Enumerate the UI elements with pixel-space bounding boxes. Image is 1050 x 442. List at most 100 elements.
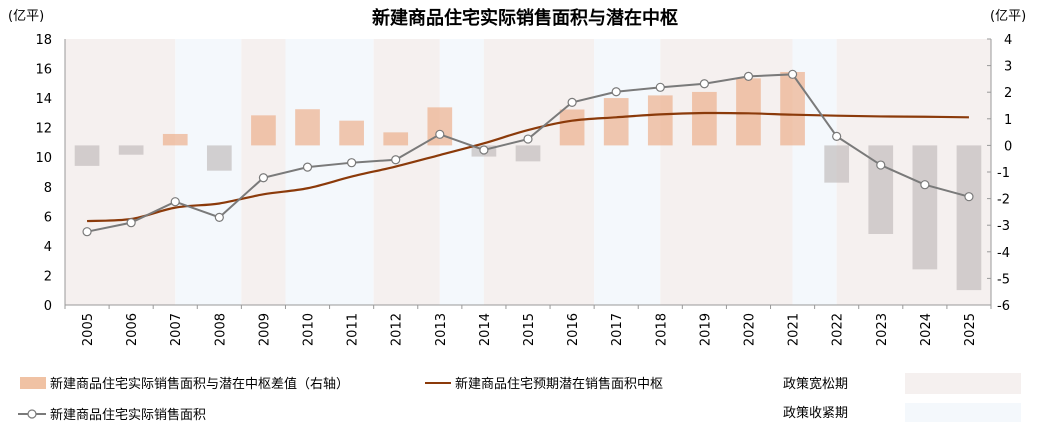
x-tick-label: 2023 xyxy=(875,313,890,346)
center-line xyxy=(86,111,969,223)
actual-point-2016 xyxy=(567,97,577,107)
right-tick-label: 2 xyxy=(1004,86,1012,101)
legend: 新建商品住宅实际销售面积与潜在中枢差值（右轴） 新建商品住宅预期潜在销售面积中枢… xyxy=(18,373,1021,423)
actual-point-2012 xyxy=(391,155,401,165)
right-axis-label: (亿平) xyxy=(990,9,1026,24)
right-tick-label: 0 xyxy=(1004,139,1012,154)
right-tick-label: 3 xyxy=(1004,60,1012,75)
left-tick-label: 18 xyxy=(35,33,52,48)
x-tick-label: 2014 xyxy=(478,313,493,346)
right-tick-label: 4 xyxy=(1004,33,1012,48)
left-tick-label: 12 xyxy=(35,122,52,137)
legend-label-bar: 新建商品住宅实际销售面积与潜在中枢差值（右轴） xyxy=(50,376,349,392)
actual-point-2008 xyxy=(214,212,224,222)
x-tick-label: 2006 xyxy=(125,313,140,346)
x-tick-label: 2012 xyxy=(390,313,405,346)
actual-point-2015 xyxy=(523,134,533,144)
actual-point-2021 xyxy=(787,69,798,79)
policy-period-tight xyxy=(439,39,484,305)
x-tick-label: 2018 xyxy=(654,313,669,346)
bar-2025 xyxy=(956,145,982,291)
right-tick-label: -5 xyxy=(997,272,1010,287)
left-tick-label: 6 xyxy=(44,210,52,225)
actual-point-2017 xyxy=(611,87,621,97)
x-tick-label: 2016 xyxy=(566,313,581,346)
left-tick-label: 2 xyxy=(44,269,52,284)
bar-2015 xyxy=(515,145,541,162)
left-tick-label: 16 xyxy=(35,63,52,78)
bar-2022 xyxy=(824,145,850,183)
x-tick-label: 2013 xyxy=(434,313,449,346)
bar-2017 xyxy=(603,98,629,146)
bar-2018 xyxy=(647,95,673,146)
actual-point-2009 xyxy=(258,173,269,183)
bar-2020 xyxy=(736,78,761,146)
lines xyxy=(82,69,974,237)
legend-swatch-tight xyxy=(905,403,1021,422)
right-tick-label: -6 xyxy=(997,299,1010,314)
actual-point-2011 xyxy=(347,158,357,168)
policy-period-loose xyxy=(65,39,176,305)
policy-period-tight xyxy=(175,39,242,305)
bar-2024 xyxy=(912,145,938,270)
bar-2019 xyxy=(692,91,717,146)
legend-swatch-loose xyxy=(905,373,1021,394)
legend-marker-actual xyxy=(27,409,37,419)
bar-2005 xyxy=(74,145,100,166)
left-tick-label: 14 xyxy=(35,92,52,107)
actual-point-2025 xyxy=(964,192,974,202)
legend-label-actual: 新建商品住宅实际销售面积 xyxy=(50,407,206,423)
policy-period-loose xyxy=(241,39,286,305)
bar-2010 xyxy=(295,109,320,146)
x-tick-label: 2021 xyxy=(787,313,802,346)
left-axis-label: (亿平) xyxy=(8,9,44,24)
left-tick-label: 10 xyxy=(35,151,52,166)
policy-period-tight xyxy=(285,39,374,305)
right-tick-label: -4 xyxy=(997,246,1010,261)
actual-point-2022 xyxy=(832,131,842,141)
right-tick-label: -3 xyxy=(997,219,1010,234)
legend-swatch-bar xyxy=(20,377,46,389)
bar-2011 xyxy=(339,120,364,146)
x-tick-label: 2011 xyxy=(346,313,361,346)
policy-period-loose xyxy=(483,39,595,305)
left-tick-label: 8 xyxy=(44,181,52,196)
right-tick-label: 1 xyxy=(1004,113,1012,128)
bar-2007 xyxy=(162,133,188,146)
legend-label-loose: 政策宽松期 xyxy=(783,376,848,392)
x-tick-label: 2019 xyxy=(698,313,713,346)
x-tick-label: 2009 xyxy=(257,313,272,346)
bar-2009 xyxy=(251,115,276,146)
x-tick-label: 2007 xyxy=(169,313,184,346)
x-tick-label: 2008 xyxy=(213,313,228,346)
bar-2012 xyxy=(383,132,409,146)
actual-point-2024 xyxy=(920,180,930,190)
policy-period-loose xyxy=(373,39,440,305)
x-tick-label: 2010 xyxy=(302,313,317,346)
x-tick-label: 2024 xyxy=(919,313,934,346)
actual-point-2010 xyxy=(302,162,313,172)
x-tick-label: 2005 xyxy=(81,313,96,346)
actual-point-2013 xyxy=(435,129,445,139)
bar-2006 xyxy=(118,145,144,155)
bar-2016 xyxy=(559,109,585,146)
x-tick-label: 2015 xyxy=(522,313,537,346)
x-tick-label: 2022 xyxy=(831,313,846,346)
x-tick-label: 2017 xyxy=(610,313,625,346)
bar-2008 xyxy=(206,145,232,171)
actual-point-2018 xyxy=(655,82,665,92)
right-tick-label: -2 xyxy=(997,193,1010,208)
policy-period-tight xyxy=(594,39,661,305)
policy-period-loose xyxy=(660,39,793,305)
left-tick-label: 4 xyxy=(44,240,52,255)
legend-label-center: 新建商品住宅预期潜在销售面积中枢 xyxy=(455,376,663,392)
left-tick-label: 0 xyxy=(44,299,52,314)
x-tick-label: 2020 xyxy=(742,313,757,346)
policy-backgrounds xyxy=(65,39,991,305)
actual-point-2019 xyxy=(699,79,709,89)
actual-point-2023 xyxy=(876,160,886,170)
bar-2021 xyxy=(780,71,805,146)
actual-point-2014 xyxy=(479,145,489,155)
